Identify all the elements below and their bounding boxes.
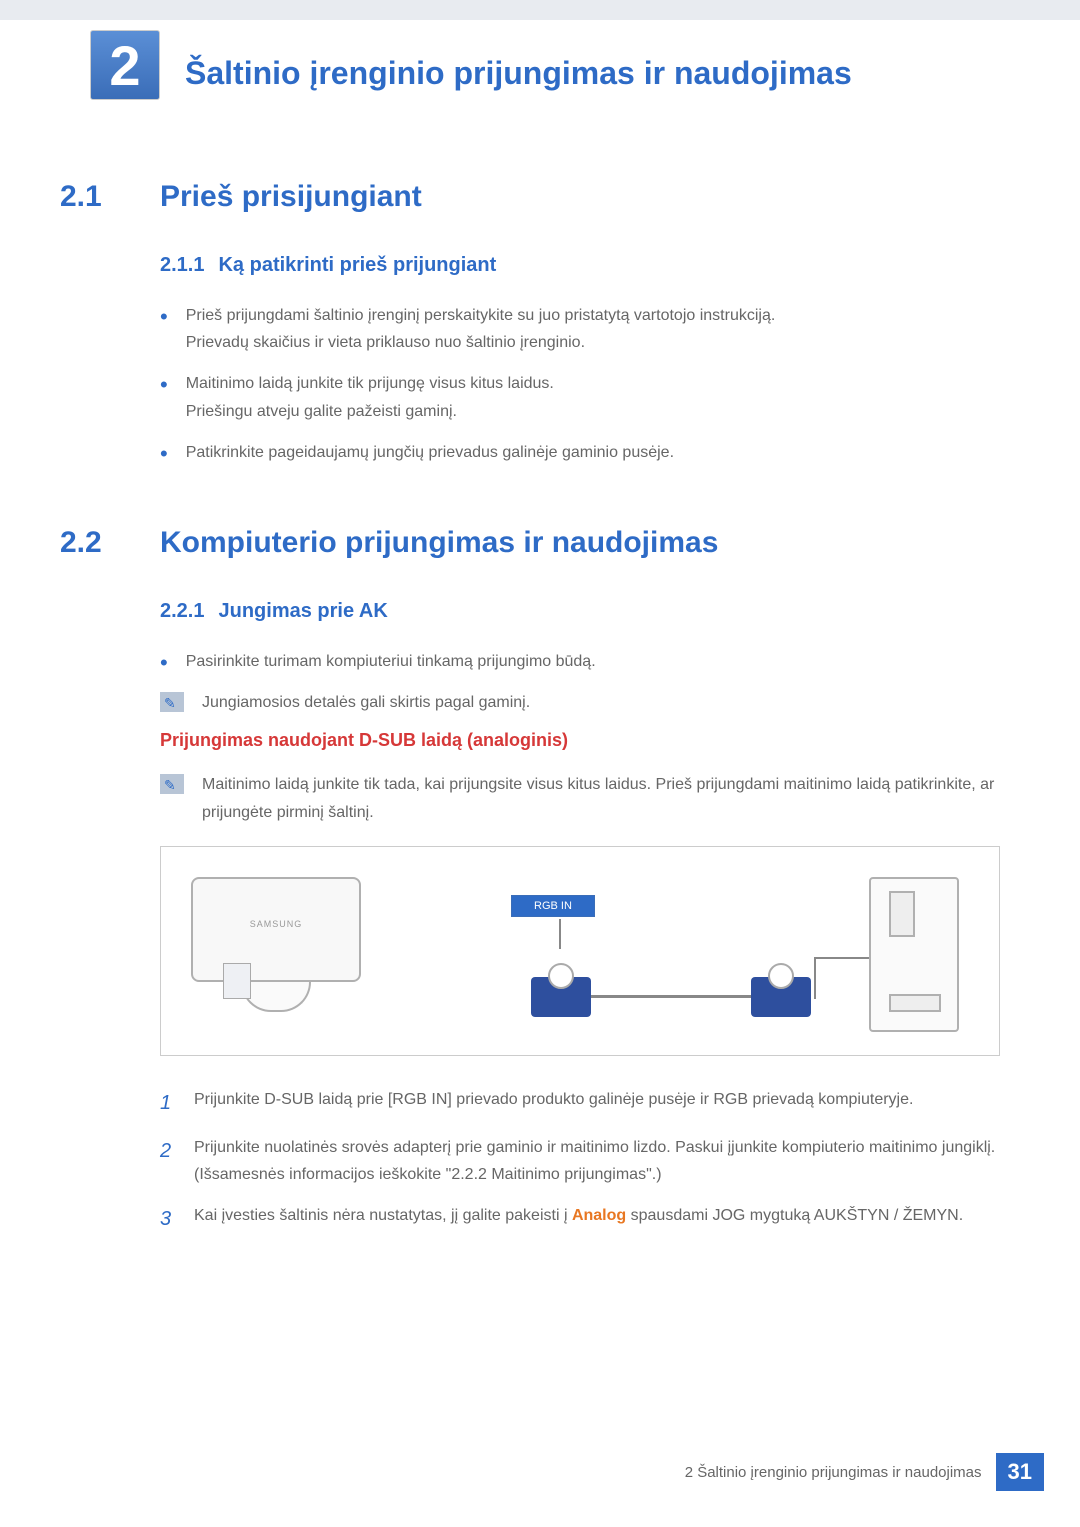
dsub-connector <box>751 977 811 1017</box>
top-band <box>0 0 1080 20</box>
step-item: 3 Kai įvesties šaltinis nėra nustatytas,… <box>160 1202 1000 1236</box>
bullet-text: Pasirinkite turimam kompiuteriui tinkamą… <box>186 648 596 675</box>
list-item: • Maitinimo laidą junkite tik prijungę v… <box>160 370 1000 424</box>
text-fragment: spausdami JOG mygtuką AUKŠTYN / ŽEMYN. <box>626 1207 963 1224</box>
port-arrow <box>559 919 561 949</box>
text-fragment: Kai įvesties šaltinis nėra nustatytas, j… <box>194 1207 572 1224</box>
connection-type-title: Prijungimas naudojant D-SUB laidą (analo… <box>160 730 1000 751</box>
section-header: 2.2 Kompiuterio prijungimas ir naudojima… <box>60 526 1000 560</box>
subsection-number: 2.1.1 <box>160 254 204 277</box>
bullet-icon: • <box>160 374 168 424</box>
section-title: Kompiuterio prijungimas ir naudojimas <box>160 526 718 560</box>
bullet-icon: • <box>160 306 168 356</box>
text-line: Priešingu atveju galite pažeisti gaminį. <box>186 398 554 425</box>
page-number: 31 <box>996 1453 1044 1491</box>
bullet-list: • Prieš prijungdami šaltinio įrenginį pe… <box>160 302 1000 466</box>
note-row: Jungiamosios detalės gali skirtis pagal … <box>160 689 1000 716</box>
analog-keyword: Analog <box>572 1207 626 1224</box>
list-item: • Prieš prijungdami šaltinio įrenginį pe… <box>160 302 1000 356</box>
text-line: Prieš prijungdami šaltinio įrenginį pers… <box>186 307 776 324</box>
step-number: 1 <box>160 1086 190 1120</box>
subsection-2-1-1: 2.1.1 Ką patikrinti prieš prijungiant • … <box>160 254 1000 466</box>
connection-diagram: RGB IN <box>160 846 1000 1056</box>
bullet-icon: • <box>160 443 168 466</box>
list-item: • Patikrinkite pageidaujamų jungčių prie… <box>160 439 1000 466</box>
section-number: 2.1 <box>60 180 160 214</box>
monitor-stand <box>241 982 311 1012</box>
step-list: 1 Prijunkite D-SUB laidą prie [RGB IN] p… <box>160 1086 1000 1236</box>
step-item: 2 Prijunkite nuolatinės srovės adapterį … <box>160 1134 1000 1188</box>
bullet-icon: • <box>160 652 168 675</box>
note-row: Maitinimo laidą junkite tik tada, kai pr… <box>160 771 1000 825</box>
text-line: Prievadų skaičius ir vieta priklauso nuo… <box>186 329 776 356</box>
section-header: 2.1 Prieš prisijungiant <box>60 180 1000 214</box>
step-number: 3 <box>160 1202 190 1236</box>
monitor-rear-panel <box>223 963 251 999</box>
bullet-text: Patikrinkite pageidaujamų jungčių prieva… <box>186 439 674 466</box>
bullet-text: Maitinimo laidą junkite tik prijungę vis… <box>186 370 554 424</box>
page-footer: 2 Šaltinio įrenginio prijungimas ir naud… <box>685 1453 1044 1491</box>
step-text: Prijunkite nuolatinės srovės adapterį pr… <box>194 1134 1000 1188</box>
diagram-pc-tower <box>869 877 959 1032</box>
section-title: Prieš prisijungiant <box>160 180 422 214</box>
note-text: Maitinimo laidą junkite tik tada, kai pr… <box>202 771 1000 825</box>
text-line: Maitinimo laidą junkite tik prijungę vis… <box>186 375 554 392</box>
port-label: RGB IN <box>511 895 595 917</box>
page-content: 2.1 Prieš prisijungiant 2.1.1 Ką patikri… <box>0 100 1080 1236</box>
cable-line <box>814 959 816 999</box>
list-item: • Pasirinkite turimam kompiuteriui tinka… <box>160 648 1000 675</box>
subsection-title: Jungimas prie AK <box>218 600 387 623</box>
section-2-1: 2.1 Prieš prisijungiant 2.1.1 Ką patikri… <box>60 180 1000 466</box>
step-number: 2 <box>160 1134 190 1188</box>
footer-text: 2 Šaltinio įrenginio prijungimas ir naud… <box>685 1464 982 1481</box>
note-text: Jungiamosios detalės gali skirtis pagal … <box>202 689 530 716</box>
subsection-header: 2.2.1 Jungimas prie AK <box>160 600 1000 623</box>
bullet-text: Prieš prijungdami šaltinio įrenginį pers… <box>186 302 776 356</box>
note-icon <box>160 692 184 712</box>
chapter-header: 2 Šaltinio įrenginio prijungimas ir naud… <box>0 20 1080 100</box>
dsub-connector <box>531 977 591 1017</box>
step-item: 1 Prijunkite D-SUB laidą prie [RGB IN] p… <box>160 1086 1000 1120</box>
step-text: Kai įvesties šaltinis nėra nustatytas, j… <box>194 1202 963 1236</box>
subsection-title: Ką patikrinti prieš prijungiant <box>218 254 496 277</box>
chapter-title: Šaltinio įrenginio prijungimas ir naudoj… <box>185 30 852 92</box>
section-number: 2.2 <box>60 526 160 560</box>
note-icon <box>160 774 184 794</box>
bullet-list: • Pasirinkite turimam kompiuteriui tinka… <box>160 648 1000 675</box>
subsection-number: 2.2.1 <box>160 600 204 623</box>
chapter-number-badge: 2 <box>90 30 160 100</box>
monitor-screen <box>191 877 361 982</box>
subsection-header: 2.1.1 Ką patikrinti prieš prijungiant <box>160 254 1000 277</box>
section-2-2: 2.2 Kompiuterio prijungimas ir naudojima… <box>60 526 1000 1236</box>
cable-line <box>591 995 751 998</box>
step-text: Prijunkite D-SUB laidą prie [RGB IN] pri… <box>194 1086 913 1120</box>
subsection-2-2-1: 2.2.1 Jungimas prie AK • Pasirinkite tur… <box>160 600 1000 1236</box>
diagram-monitor <box>191 877 361 1027</box>
